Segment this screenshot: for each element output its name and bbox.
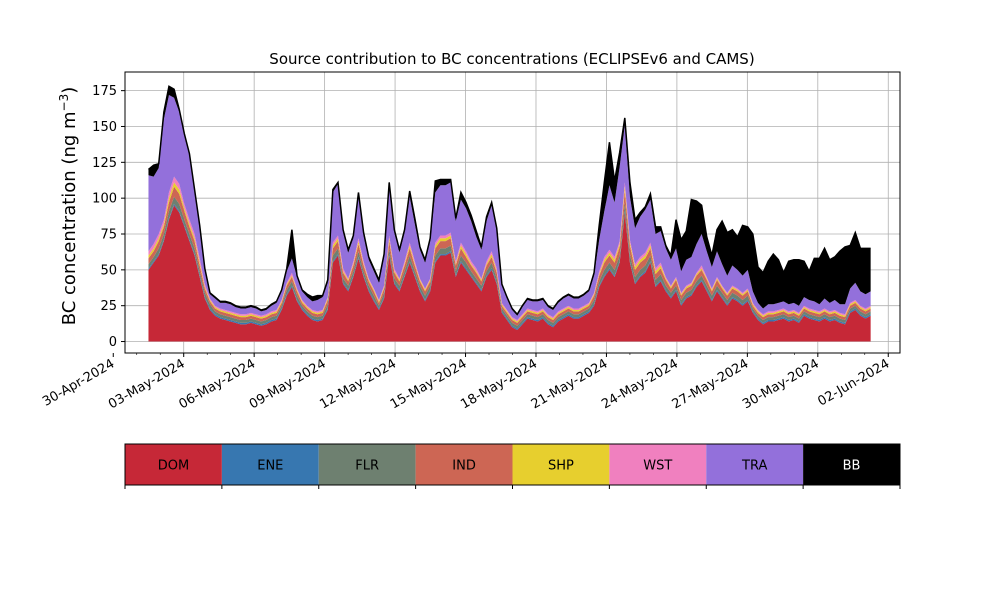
colorbar-label-ind: IND	[452, 459, 476, 474]
y-tick-label: 50	[100, 263, 117, 278]
colorbar-label-tra: TRA	[741, 459, 767, 474]
colorbar-swatch-dom	[125, 444, 222, 485]
colorbar-swatch-flr	[318, 444, 416, 485]
area-dom	[148, 205, 871, 342]
area-ind	[148, 186, 871, 326]
chart-title: Source contribution to BC concentrations…	[269, 50, 754, 68]
colorbar-label-wst: WST	[643, 459, 672, 474]
colorbar-swatch-ind	[415, 444, 513, 485]
y-tick-label: 125	[92, 156, 117, 171]
colorbar-label-dom: DOM	[158, 459, 189, 474]
colorbar-swatch-wst	[609, 444, 707, 485]
area-flr	[148, 196, 871, 329]
y-tick-label: 0	[109, 335, 117, 350]
total-line	[147, 85, 871, 316]
colorbar-label-ene: ENE	[257, 459, 283, 474]
y-axis-label-text: BC concentration (ng m	[59, 111, 80, 325]
colorbar-frame	[124, 443, 901, 486]
area-wst	[148, 176, 871, 322]
colorbar-swatch-tra	[706, 444, 804, 485]
y-tick-label: 175	[92, 84, 117, 99]
y-axis-label: BC concentration (ng m−3)	[57, 87, 80, 326]
y-tick-label: 100	[92, 192, 117, 207]
colorbar: DOM ENE FLR IND SHP WST TRA BB	[124, 443, 901, 489]
y-tick-label: 150	[92, 120, 117, 135]
colorbar-swatch-ene	[221, 444, 319, 485]
y-tick-label: 75	[100, 228, 117, 243]
colorbar-label-shp: SHP	[548, 459, 574, 474]
colorbar-label-bb: BB	[843, 459, 861, 474]
y-axis-label-unit: −3	[57, 94, 71, 112]
y-tick-label: 25	[100, 299, 117, 314]
colorbar-swatch-bb	[803, 444, 900, 485]
area-ene	[148, 203, 871, 331]
colorbar-swatch-shp	[512, 444, 610, 485]
colorbar-label-flr: FLR	[355, 459, 379, 474]
y-axis-label-close: )	[59, 87, 80, 94]
